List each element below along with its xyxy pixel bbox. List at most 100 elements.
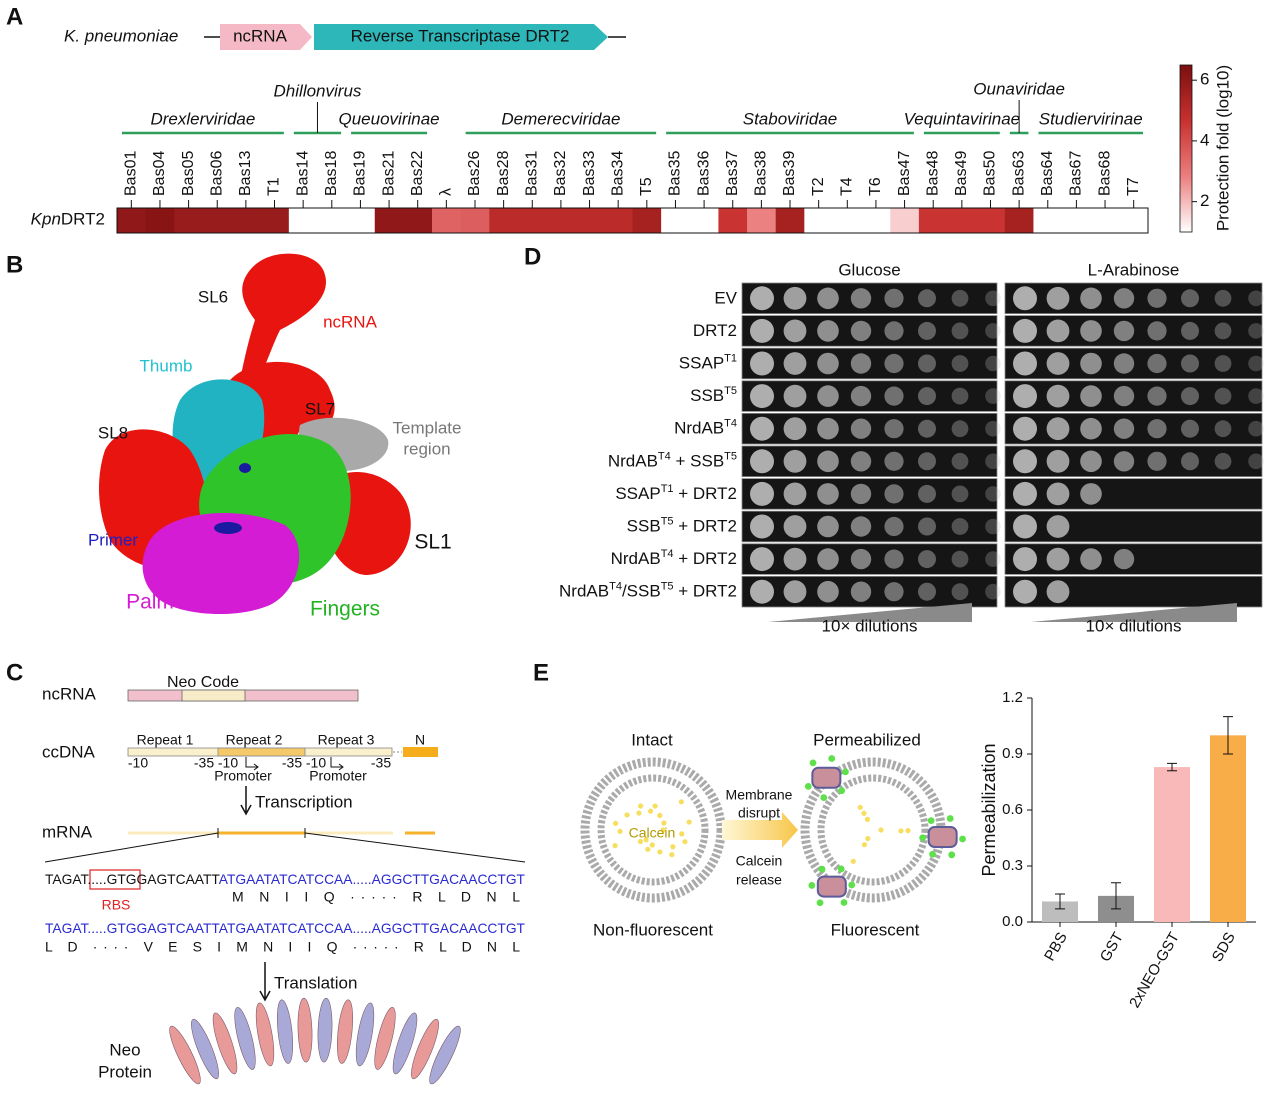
column-label: Bas14	[294, 151, 311, 196]
amino-acids: M N I I Q ····· R L D N L	[232, 889, 520, 905]
colony-spot	[1013, 384, 1037, 409]
colony-spot	[850, 418, 872, 439]
helix	[429, 1025, 461, 1085]
panel-label: B	[6, 251, 23, 278]
colony-spot	[884, 582, 904, 602]
fluorescent-dot	[929, 850, 936, 858]
row-label-rest: DRT2	[61, 210, 105, 229]
colony-spot	[817, 580, 839, 603]
colony-spot	[918, 321, 936, 340]
column-label: Bas35	[667, 151, 684, 196]
repeat-2	[217, 747, 306, 757]
column-label: Bas49	[953, 151, 970, 196]
heatmap-cell	[747, 208, 777, 233]
column-label: T2	[810, 177, 827, 196]
heatmap-cell	[832, 208, 863, 233]
colony-spot	[1013, 351, 1037, 376]
calcein	[624, 812, 630, 818]
colony-spot	[817, 352, 839, 375]
panel-label: A	[6, 3, 23, 30]
strain-name: + DRT2	[674, 484, 737, 503]
protein-label: Protein	[98, 1062, 152, 1081]
colony-spot	[918, 582, 936, 601]
promoter-arrow	[330, 757, 344, 771]
colony-spot	[1113, 288, 1135, 309]
colony-spot	[850, 581, 872, 602]
colony-spot	[985, 453, 1001, 470]
column-label: Bas50	[982, 151, 999, 196]
fluorescent-dot	[842, 768, 849, 776]
heatmap-cell	[317, 208, 347, 233]
x-tick-label: GST	[1097, 929, 1127, 964]
colony-spot	[850, 385, 872, 407]
colony-spot	[1248, 290, 1264, 307]
family-label: Demerecviridae	[501, 109, 620, 128]
column-label: Bas04	[151, 151, 168, 196]
strain-name: EV	[714, 289, 737, 308]
sequence-segment: AATTATGAATATCATCCAA.....AGGCTTGACAACCTGT	[186, 920, 526, 936]
helix	[169, 1025, 201, 1085]
sequence-segment: GGAGTC	[126, 920, 186, 936]
column-label: Bas36	[695, 151, 712, 196]
colony-spot	[985, 583, 1001, 600]
colorbar-tick-label: 2	[1200, 191, 1209, 210]
superscript: T4	[661, 548, 674, 560]
colony-spot	[783, 417, 807, 441]
strain-label: NrdABT4 + SSBT5	[608, 450, 737, 471]
promoter-label: Promoter	[214, 768, 272, 784]
strain-label: SSBT5 + DRT2	[627, 515, 737, 536]
colony-spot	[918, 452, 936, 471]
colony-spot	[1046, 482, 1070, 506]
colony-spot	[985, 551, 1001, 567]
calcein	[643, 837, 649, 843]
repeat-label: Repeat 3	[318, 732, 375, 748]
fluorescent-dot	[946, 815, 954, 822]
helix	[392, 1012, 418, 1075]
heatmap-cell	[861, 208, 891, 233]
column-label: Bas34	[609, 151, 626, 196]
colony-spot	[850, 516, 872, 537]
box-label: -10	[128, 755, 148, 771]
row-label: ccDNA	[42, 742, 96, 761]
colony-spot	[750, 351, 774, 376]
colony-spot	[817, 450, 839, 473]
calcein	[861, 810, 867, 816]
column-label: Bas48	[924, 151, 941, 196]
bar	[1210, 735, 1246, 922]
protein-insert	[927, 825, 958, 848]
colony-spot	[1214, 322, 1232, 340]
strain-name: SSB	[690, 387, 724, 406]
colony-spot	[951, 289, 969, 307]
colony-spot	[783, 449, 807, 473]
colony-spot	[1013, 481, 1037, 506]
heatmap-cell	[632, 208, 662, 233]
fluorescent-dot	[816, 899, 824, 907]
box-label: -35	[371, 755, 391, 771]
colony-spot	[750, 286, 774, 311]
calcein-dots	[612, 799, 692, 858]
calcein	[905, 827, 911, 834]
column-label: Bas32	[552, 151, 569, 196]
colony-spot	[1013, 579, 1037, 604]
colony-spot	[817, 320, 839, 342]
calcein	[861, 842, 868, 848]
fluorescent-dot	[919, 834, 927, 842]
colony-spot	[817, 483, 839, 505]
heatmap-cell	[260, 208, 290, 233]
colony-spot	[951, 485, 969, 503]
strain-name: + SSB	[671, 452, 724, 471]
dilution-label: 10× dilutions	[822, 616, 918, 635]
colony-spot	[985, 518, 1001, 535]
column-label: Bas39	[781, 151, 798, 196]
colony-spot	[1113, 320, 1135, 342]
box-label: -10	[306, 755, 326, 771]
colony-spot	[1181, 419, 1199, 438]
vesicle-inner	[597, 774, 709, 886]
helix	[255, 1002, 275, 1067]
colony-spot	[783, 286, 807, 310]
y-tick-label: 0.9	[1002, 745, 1023, 762]
heatmap-cell	[288, 208, 318, 233]
helix	[411, 1018, 439, 1080]
colony-spot	[1147, 353, 1167, 374]
calcein	[850, 858, 856, 864]
